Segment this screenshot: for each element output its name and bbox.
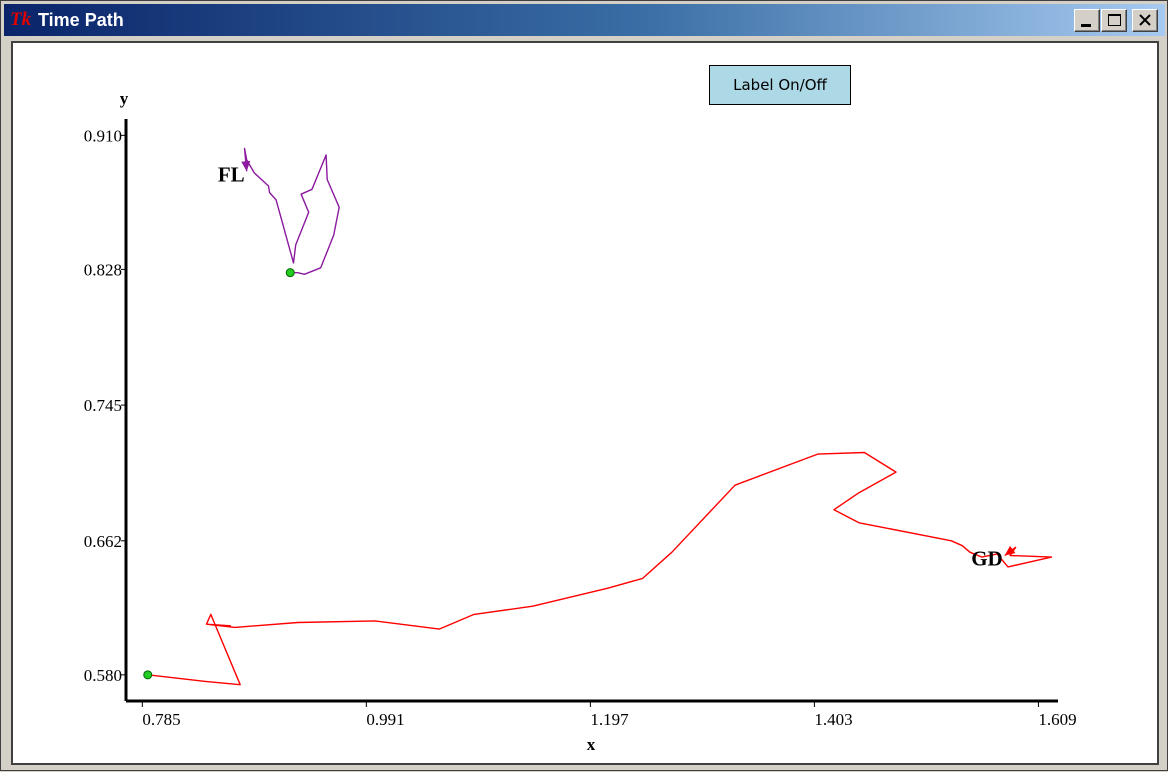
y-tick-label: 0.662 (84, 532, 122, 551)
x-tick-label: 0.785 (142, 710, 180, 729)
x-tick-label: 1.197 (590, 710, 629, 729)
canvas-area (11, 41, 1159, 765)
axes (121, 119, 1058, 707)
tick-labels: 0.785 0.991 1.197 1.403 1.609 0.580 0.662 0.745… (84, 89, 1077, 754)
series-gd-start-marker (143, 670, 153, 680)
maximize-button[interactable] (1101, 9, 1127, 32)
close-icon (1139, 14, 1151, 26)
x-tick-label: 1.403 (814, 710, 852, 729)
series-gd-path (147, 451, 1053, 686)
x-axis-title: x (587, 735, 596, 754)
title-bar[interactable]: Tk Time Path (4, 4, 1165, 36)
minimize-icon (1081, 24, 1091, 27)
series-gd-label: GD (971, 547, 1003, 571)
series-fl-path (243, 147, 340, 275)
minimize-button[interactable] (1074, 9, 1100, 32)
series-fl-label: FL (218, 162, 245, 186)
series-fl-start-marker (285, 268, 295, 278)
close-button[interactable] (1132, 9, 1158, 32)
tk-feather-icon: Tk (10, 9, 32, 30)
series-gd-end-arrow (1004, 545, 1016, 556)
maximize-icon (1108, 14, 1121, 26)
y-tick-label: 0.828 (84, 260, 122, 279)
y-tick-label: 0.580 (84, 666, 122, 685)
x-tick-label: 1.609 (1038, 710, 1076, 729)
series-group: FL GD (143, 147, 1053, 686)
label-toggle-button[interactable]: Label On/Off (709, 65, 851, 105)
y-tick-label: 0.745 (84, 396, 122, 415)
x-tick-label: 0.991 (366, 710, 404, 729)
series-fl-end-arrow (241, 160, 251, 172)
y-axis-title: y (120, 89, 129, 108)
window-title: Time Path (38, 10, 124, 30)
y-tick-label: 0.910 (84, 126, 122, 145)
